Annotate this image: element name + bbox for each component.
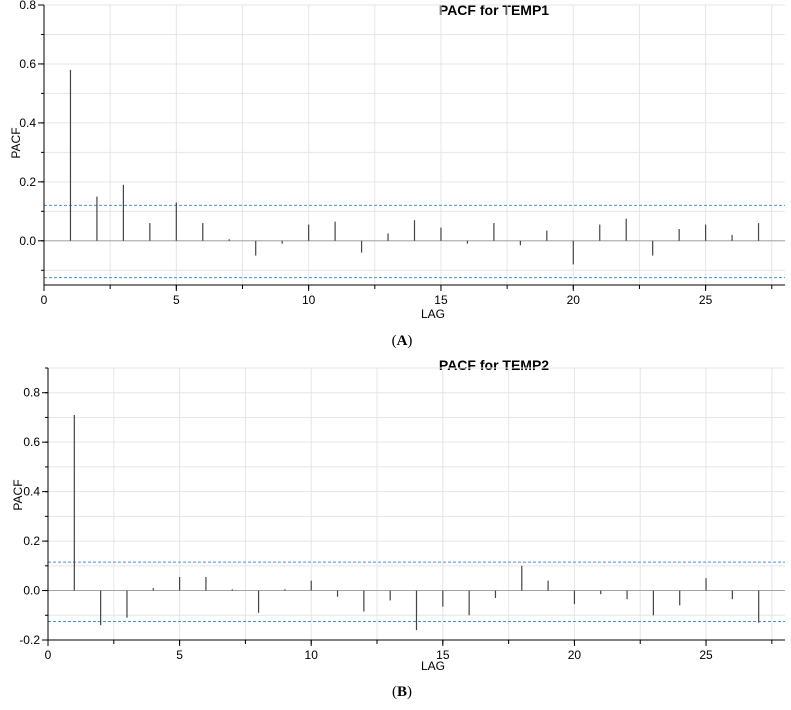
caption-open-paren: (: [392, 684, 397, 700]
caption-letter: A: [397, 333, 408, 349]
y-axis-ticks: 0.0 0.2 0.4 0.6 0.8: [19, 0, 44, 271]
x-tick-label: 0: [41, 293, 48, 307]
y-tick-label: 0.0: [19, 234, 36, 248]
y-tick-label: 0.8: [23, 386, 40, 400]
y-axis-ticks: -0.2 0.0 0.2 0.4 0.6 0.8: [19, 367, 48, 647]
x-axis-ticks: 0 5 10 15 20 25: [41, 285, 773, 307]
y-tick-label: 0.4: [23, 485, 40, 499]
caption-close-paren: ): [407, 333, 412, 349]
y-tick-label: 0.2: [23, 534, 40, 548]
x-tick-label: 5: [173, 293, 180, 307]
panel-caption: (B): [392, 684, 412, 700]
x-tick-label: 5: [176, 648, 183, 662]
pacf-bars: [73, 414, 760, 631]
y-tick-label: 0.6: [23, 435, 40, 449]
y-tick-label: -0.2: [19, 633, 40, 647]
caption-close-paren: ): [407, 684, 412, 700]
x-tick-label: 15: [434, 293, 448, 307]
confidence-band: [48, 561, 785, 622]
pacf-bars: [69, 69, 760, 265]
plot-frame: [43, 5, 785, 286]
x-tick-label: 25: [699, 648, 713, 662]
y-axis-label: PACF: [11, 479, 25, 510]
y-tick-label: 0.0: [23, 584, 40, 598]
y-tick-label: 0.6: [19, 57, 36, 71]
panel-caption: (A): [392, 333, 413, 349]
caption-letter: B: [397, 684, 407, 700]
x-tick-label: 10: [302, 293, 316, 307]
pacf-panel-a: PACF for TEMP1 0.0 0.2 0.4 0.6 0.8 0 5 10 15 20 2…: [9, 0, 785, 349]
y-tick-label: 0.2: [19, 175, 36, 189]
y-tick-label: 0.8: [19, 0, 36, 12]
y-axis-label: PACF: [9, 127, 23, 158]
y-tick-label: 0.4: [19, 116, 36, 130]
plot-frame: [47, 368, 785, 641]
chart-title: PACF for TEMP2: [439, 357, 549, 373]
x-tick-label: 20: [567, 293, 581, 307]
x-tick-label: 10: [305, 648, 319, 662]
x-tick-label: 15: [436, 648, 450, 662]
chart-title: PACF for TEMP1: [439, 2, 549, 18]
x-tick-label: 0: [45, 648, 52, 662]
pacf-panel-b: PACF for TEMP2 -0.2 0.0 0.2 0.4 0.6 0.8 0 5 10 1…: [11, 357, 785, 700]
x-axis-label: LAG: [421, 659, 445, 673]
caption-open-paren: (: [392, 333, 397, 349]
x-axis-label: LAG: [421, 307, 445, 321]
x-axis-ticks: 0 5 10 15 20 25: [45, 640, 773, 662]
grid-lines: [44, 4, 785, 285]
x-tick-label: 20: [568, 648, 582, 662]
confidence-band: [44, 204, 785, 279]
x-tick-label: 25: [699, 293, 713, 307]
